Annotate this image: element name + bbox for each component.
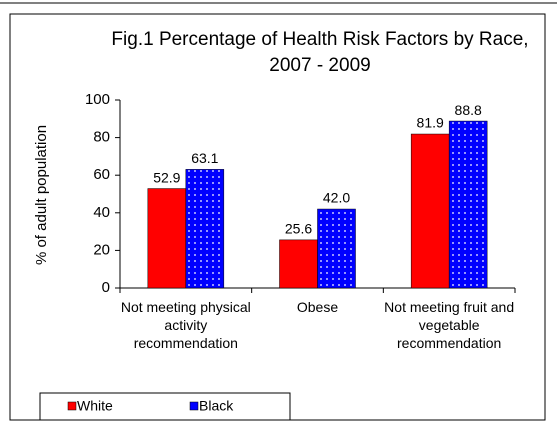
x-tick-label: Not meeting physical activity recommenda…	[120, 299, 251, 351]
data-label: 42.0	[323, 190, 350, 206]
legend-label: Black	[199, 398, 234, 414]
x-tick-label: Not meeting fruit and vegetable recommen…	[384, 299, 515, 351]
bar	[147, 188, 187, 289]
data-label: 81.9	[417, 115, 444, 131]
y-tick-label: 20	[93, 241, 110, 258]
y-tick-label: 0	[102, 279, 110, 296]
x-tick-label: Obese	[296, 299, 339, 315]
legend-box	[39, 392, 291, 421]
bar	[448, 120, 488, 289]
legend-label: White	[77, 398, 113, 414]
data-label: 25.6	[285, 221, 312, 237]
y-tick-label: 80	[93, 129, 110, 146]
data-label: 63.1	[191, 150, 218, 166]
data-label: 52.9	[153, 169, 180, 185]
y-tick-label: 100	[85, 91, 110, 108]
bar	[317, 208, 356, 289]
chart-title: 2007 - 2009	[269, 55, 370, 76]
y-axis-label: % of adult population	[33, 125, 50, 265]
y-tick-label: 60	[93, 166, 110, 183]
bar	[279, 239, 318, 289]
y-tick-label: 40	[93, 204, 110, 221]
legend-swatch	[67, 401, 77, 411]
bar	[185, 169, 225, 289]
legend-swatch	[189, 401, 199, 411]
chart-title: Fig.1 Percentage of Health Risk Factors …	[111, 29, 528, 50]
data-label: 88.8	[455, 102, 482, 118]
bar	[410, 133, 450, 289]
